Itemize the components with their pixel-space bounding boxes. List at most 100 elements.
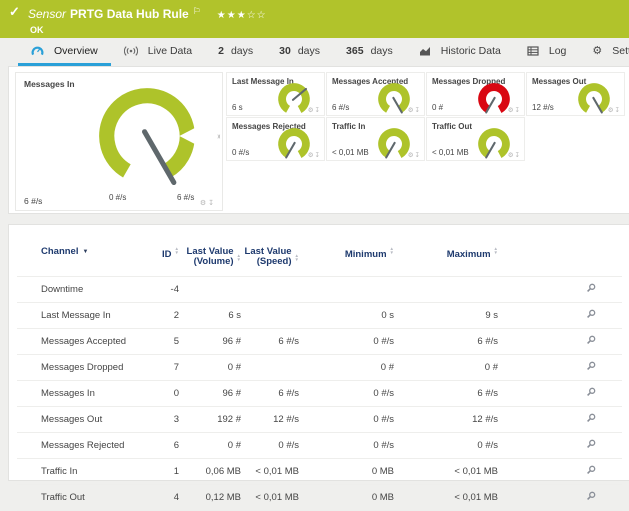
cell-volume: 0 # <box>179 354 241 381</box>
cell-speed: < 0,01 MB <box>241 484 299 511</box>
sort-desc-icon: ▼ <box>82 249 89 255</box>
channel-settings-icon[interactable] <box>586 361 596 374</box>
gear-icon[interactable]: ⚙ <box>507 107 515 114</box>
column-header-minimum[interactable]: Minimum ▲ ▼ <box>344 246 394 260</box>
gauge-current-value: 0 #/s <box>232 148 250 157</box>
cell-max <box>394 276 498 303</box>
cell-speed: 6 #/s <box>241 380 299 407</box>
cell-channel: Messages Dropped <box>17 354 145 381</box>
pin-icon[interactable]: ↧ <box>414 107 421 114</box>
channel-settings-icon[interactable] <box>586 465 596 478</box>
cell-id: -4 <box>145 276 179 303</box>
gauge-notch <box>179 126 198 146</box>
table-row: Downtime -4 <box>17 276 622 303</box>
gauge-handle-icon: ≍ <box>214 133 221 140</box>
cell-max: 6 #/s <box>394 380 498 407</box>
cell-volume: 96 # <box>179 328 241 355</box>
gear-icon: ⚙ <box>592 44 603 57</box>
column-header-maximum[interactable]: Maximum ▲ ▼ <box>446 246 498 260</box>
gear-icon[interactable]: ⚙ <box>407 152 415 159</box>
tab-365-days[interactable]: 365 days <box>346 44 393 57</box>
column-header-settings <box>498 243 622 277</box>
cell-min: 0 MB <box>299 458 394 485</box>
sensor-name: PRTG Data Hub Rule <box>70 7 189 21</box>
gear-icon[interactable]: ⚙ <box>307 107 315 114</box>
tab-log[interactable]: Log <box>514 38 580 66</box>
gear-icon[interactable]: ⚙ <box>507 152 515 159</box>
channel-settings-icon[interactable] <box>586 491 596 504</box>
cell-speed <box>241 302 299 329</box>
channel-settings-icon[interactable] <box>586 387 596 400</box>
gauge-card-last-message-in: Last Message In 6 s ⚙↧ <box>226 72 325 116</box>
channel-settings-icon[interactable] <box>586 413 596 426</box>
gauge-title: Traffic Out <box>432 122 473 131</box>
gauge-current-value: 0 # <box>432 103 444 112</box>
cell-max: < 0,01 MB <box>394 458 498 485</box>
cell-max: 0 #/s <box>394 432 498 459</box>
messages-out-gauge <box>578 83 610 115</box>
sensor-kind-label: Sensor <box>28 7 67 21</box>
pin-icon[interactable]: ↧ <box>414 152 421 159</box>
table-row: Messages Rejected 6 0 # 0 #/s 0 #/s 0 #/… <box>17 432 622 459</box>
cell-channel: Traffic Out <box>17 484 145 511</box>
priority-stars[interactable]: ★★★☆☆ <box>217 10 267 21</box>
cell-channel: Messages Rejected <box>17 432 145 459</box>
messages-rejected-gauge <box>278 128 310 160</box>
cell-id: 0 <box>145 380 179 407</box>
table-header-row: Channel ▼ ID ▲ ▼ Last Value (Volume) ▲ ▼ Last… <box>17 243 622 277</box>
gauge-scale-min: 0 #/s <box>109 193 127 202</box>
cell-speed <box>241 354 299 381</box>
log-icon <box>527 45 539 56</box>
gauge-current-value: 6 #/s <box>24 196 43 206</box>
channel-settings-icon[interactable] <box>586 309 596 322</box>
pin-icon[interactable]: ↧ <box>514 107 521 114</box>
channel-settings-icon[interactable] <box>586 335 596 348</box>
pin-icon[interactable]: ↧ <box>314 107 321 114</box>
cell-id: 6 <box>145 432 179 459</box>
stars-filled[interactable]: ★★★ <box>216 10 247 21</box>
column-header-last-value-volume[interactable]: Last Value (Volume) ▲ ▼ <box>186 246 241 267</box>
table-row: Messages Accepted 5 96 # 6 #/s 0 #/s 6 #… <box>17 328 622 355</box>
pin-icon[interactable]: ↧ <box>514 152 521 159</box>
pin-icon[interactable]: ↧ <box>314 152 321 159</box>
gauge-current-value: 6 s <box>232 103 243 112</box>
tab-30-days[interactable]: 30 days <box>279 44 321 57</box>
small-gauge-grid: Last Message In 6 s ⚙↧ Messages Accepted… <box>226 72 625 161</box>
channel-table-panel: Channel ▼ ID ▲ ▼ Last Value (Volume) ▲ ▼ Last… <box>8 224 629 511</box>
cell-volume <box>179 276 241 303</box>
cell-min <box>299 276 394 303</box>
cell-channel: Traffic In <box>17 458 145 485</box>
tab-overview[interactable]: Overview <box>18 38 111 66</box>
cell-speed: 6 #/s <box>241 328 299 355</box>
gauge-title: Last Message In <box>232 77 294 86</box>
pin-icon[interactable]: ↧ <box>208 200 216 207</box>
cell-id: 2 <box>145 302 179 329</box>
cell-channel: Messages Out <box>17 406 145 433</box>
cell-volume: 96 # <box>179 380 241 407</box>
channel-settings-icon[interactable] <box>586 439 596 452</box>
tab-live-data[interactable]: Live Data <box>111 38 205 66</box>
table-row: Last Message In 2 6 s 0 s 9 s <box>17 302 622 329</box>
tab-2-days[interactable]: 2 days <box>218 44 254 57</box>
gear-icon[interactable]: ⚙ <box>199 200 209 207</box>
tab-settings[interactable]: ⚙ Settings <box>579 38 629 66</box>
column-header-channel[interactable]: Channel ▼ <box>41 246 89 257</box>
channel-settings-icon[interactable] <box>586 283 596 296</box>
stars-empty[interactable]: ☆☆ <box>246 10 267 21</box>
gauge-current-value: 12 #/s <box>532 103 554 112</box>
column-header-id[interactable]: ID ▲ ▼ <box>162 246 179 260</box>
gear-icon[interactable]: ⚙ <box>407 107 415 114</box>
pin-icon[interactable]: ↧ <box>614 107 621 114</box>
gauge-card-traffic-in: Traffic In < 0,01 MB ⚙↧ <box>326 117 425 161</box>
gauge-card-messages-accepted: Messages Accepted 6 #/s ⚙↧ <box>326 72 425 116</box>
cell-id: 4 <box>145 484 179 511</box>
column-header-last-value-speed[interactable]: Last Value (Speed) ▲ ▼ <box>244 246 299 267</box>
traffic-out-gauge <box>478 128 510 160</box>
gear-icon[interactable]: ⚙ <box>307 152 315 159</box>
tab-historic-data[interactable]: Historic Data <box>406 38 514 66</box>
cell-min: 0 # <box>299 354 394 381</box>
tab-label: days <box>370 44 393 57</box>
sort-icon: ▲ ▼ <box>294 253 299 262</box>
gear-icon[interactable]: ⚙ <box>607 107 615 114</box>
cell-id: 5 <box>145 328 179 355</box>
